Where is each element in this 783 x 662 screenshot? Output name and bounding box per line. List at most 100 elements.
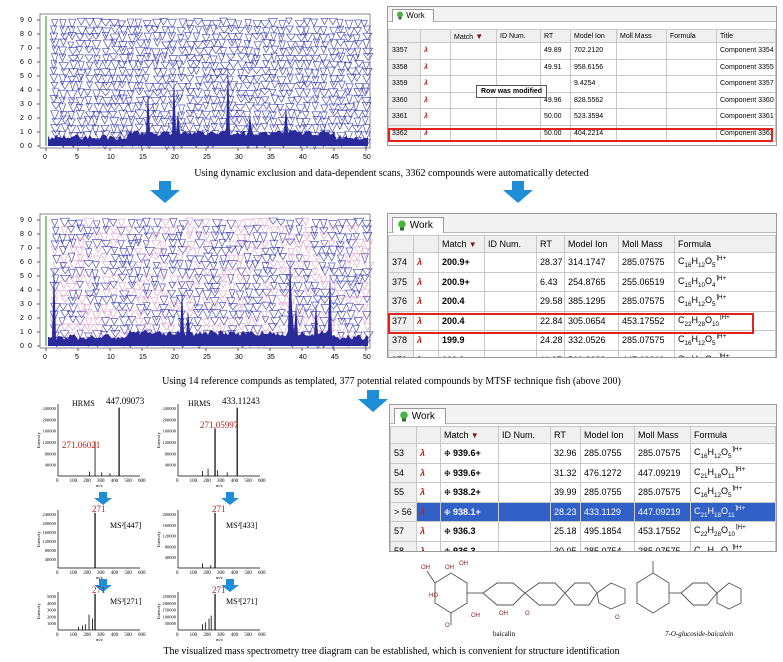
y-tick-label: 150000 — [163, 608, 177, 613]
table-row[interactable]: 53 λ ❉ 939.6+ 32.96 285.0755 285.07575 C16H12O… — [390, 443, 776, 464]
column-header[interactable]: ID Num. — [498, 426, 551, 444]
arrow-down-icon — [94, 492, 112, 505]
column-header[interactable]: Model Ion — [570, 29, 617, 43]
table-row[interactable]: 379λ 199.9 11.97566.2329447.09219C21H18O11… — [388, 349, 776, 357]
column-header[interactable]: RT — [540, 29, 571, 43]
column-header[interactable]: ID Num. — [484, 235, 537, 253]
table-row[interactable]: 374 λ 200.9+ 28.37 314.1747 285.07575 C16H12O5… — [388, 252, 776, 273]
row-icon-cell: λ — [420, 58, 451, 76]
row-icon-cell: λ — [420, 42, 451, 60]
x-tick-label: 100 — [70, 479, 78, 484]
x-tick-label: 600 — [138, 633, 146, 638]
fragment-icon: λ — [417, 296, 423, 307]
fragment-icon: λ — [424, 47, 428, 55]
fragment-icon: λ — [420, 526, 426, 537]
column-header[interactable] — [416, 426, 441, 444]
table-cell: 447.09219 — [618, 349, 675, 357]
column-header[interactable]: Moll Mass — [616, 29, 667, 43]
intensity-label: Intensity — [36, 531, 41, 547]
column-header[interactable]: Model Ion — [564, 235, 619, 253]
column-header[interactable]: Moll Mass — [634, 426, 691, 444]
x-tick-label: 25 — [203, 154, 211, 161]
mz-label: m/z — [96, 637, 103, 642]
table-row[interactable]: 376 λ 200.4 29.58 385.1295 285.07575 C16H12O5⌉… — [388, 291, 776, 312]
table-row[interactable]: 375 λ 200.9+ 6.43 254.8765 255.06519 C15H10O4⌉… — [388, 271, 776, 292]
column-header[interactable]: ID Num. — [496, 29, 541, 43]
trophy-icon: ❉ — [444, 449, 453, 459]
x-tick-label: 30 — [235, 354, 243, 361]
x-tick-label: 50 — [363, 354, 371, 361]
column-header[interactable]: Formula — [690, 426, 776, 444]
column-header[interactable]: Model Ion — [580, 426, 635, 444]
column-header[interactable] — [413, 235, 439, 253]
work-panel-3: Work Match ▼ ID Num. RT Model Ion Moll Mass F… — [389, 404, 777, 552]
table-row[interactable]: 378 λ 199.9 24.28 332.0526 285.07575 C16H12O5⌉… — [388, 330, 776, 351]
table-cell — [666, 75, 717, 93]
table-cell: 385.1295 — [564, 291, 619, 312]
table-row[interactable]: 54 λ ❉ 939.6+ 31.32 476.1272 447.09219 C21H18O… — [390, 462, 776, 483]
arrow-down-icon — [150, 181, 180, 203]
column-header[interactable]: RT — [536, 235, 565, 253]
column-header[interactable]: Match ▼ — [450, 29, 497, 43]
column-header[interactable]: Moll Mass — [618, 235, 675, 253]
table-cell: 285.0755 — [580, 443, 635, 464]
table-row[interactable]: > 56 λ ❉ 938.1+ 28.23 433.1129 447.09219 C21H1… — [390, 501, 776, 522]
y-tick-label: 240000 — [43, 406, 57, 411]
x-tick-label: 200 — [203, 479, 211, 484]
column-header[interactable]: RT — [550, 426, 581, 444]
table-cell: ❉ 936.3 — [440, 540, 499, 551]
table-row[interactable]: 55 λ ❉ 938.2+ 39.99 285.0755 285.07575 C16H12O… — [390, 482, 776, 503]
table-cell: C21H18O11⌉H+ — [690, 501, 776, 522]
table-cell: C21H18O11⌉H+ — [690, 462, 776, 483]
fragment-icon: λ — [417, 335, 423, 346]
sort-desc-icon[interactable]: ▼ — [466, 240, 477, 249]
x-tick-label: 400 — [231, 571, 239, 576]
table-row[interactable]: 57 λ ❉ 936.3 25.18 495.1854 453.17552 C22H28O1… — [390, 521, 776, 542]
table-cell: 314.1747 — [564, 252, 619, 273]
table-cell: 6.43 — [536, 271, 565, 292]
tab-work[interactable]: Work — [394, 408, 446, 424]
table-row[interactable]: 3357 λ 49.89 702.2120 Component 3354 — [388, 42, 776, 60]
column-header[interactable]: Match ▼ — [438, 235, 485, 253]
x-tick-label: 300 — [217, 479, 225, 484]
x-tick-label: 5 — [75, 154, 79, 161]
table-cell: 453.17552 — [634, 521, 691, 542]
column-header[interactable] — [388, 29, 421, 43]
mz-label: m/z — [96, 575, 103, 580]
table-cell: 49.91 — [540, 58, 571, 76]
x-tick-label: 500 — [244, 571, 252, 576]
fragment-icon: λ — [417, 276, 423, 287]
sort-desc-icon[interactable]: ▼ — [473, 31, 484, 41]
table-cell: 199.9 — [438, 349, 485, 357]
column-header[interactable]: Formula — [674, 235, 776, 253]
table-row[interactable]: 58λ❉ 936.330.05285.0754285.07575C16H12O5… — [390, 540, 776, 551]
table-row[interactable]: 3360 λ 49.96 828.5562 Component 3360 — [388, 91, 776, 109]
x-tick-label: 0 — [43, 354, 47, 361]
tab-work[interactable]: Work — [392, 9, 434, 22]
table-cell: Component 3361 — [716, 108, 776, 126]
y-tick-label: 160000 — [163, 523, 177, 528]
tab-work[interactable]: Work — [392, 217, 444, 233]
y-tick-label: 0 — [28, 73, 32, 80]
column-header[interactable] — [420, 29, 451, 43]
glucoside-label: 7-O-glucoside-baicalein — [665, 630, 734, 638]
table-row[interactable]: 3359 λ 9.4254 Component 3357 — [388, 75, 776, 93]
column-header[interactable]: Match ▼ — [440, 426, 499, 444]
table-cell: ❉ 938.2+ — [440, 482, 499, 503]
y-tick-label: 6 — [20, 259, 24, 266]
table-row[interactable]: 3358 λ 49.91 958.6156 Component 3355 — [388, 58, 776, 76]
intensity-label: Intensity — [156, 531, 161, 547]
table-cell — [498, 482, 551, 503]
x-tick-label: 40 — [299, 154, 307, 161]
column-header[interactable]: Formula — [666, 29, 717, 43]
column-header[interactable] — [388, 235, 414, 253]
y-tick-label: 0 — [28, 329, 32, 336]
table-cell: 28.23 — [550, 501, 581, 522]
column-header[interactable]: Title — [716, 29, 776, 43]
fragment-peak-label: 271 — [212, 504, 226, 514]
match-table-1: Match ▼ ID Num. RT Model Ion Moll Mass Formul… — [388, 235, 776, 357]
row-icon-cell: λ — [413, 291, 439, 312]
intensity-label: Intensity — [156, 603, 161, 619]
table-row[interactable]: 3361 λ 50.00 523.3594 Component 3361 — [388, 108, 776, 126]
sort-desc-icon[interactable]: ▼ — [468, 431, 479, 440]
